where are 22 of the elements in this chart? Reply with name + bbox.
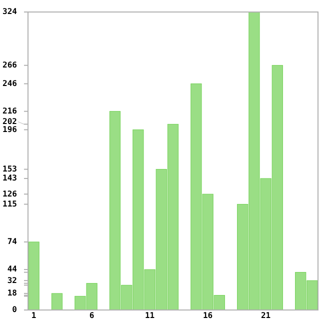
y-tick-label: 153 bbox=[2, 164, 18, 174]
y-tick-label: 266 bbox=[2, 60, 18, 70]
y-tick-label: 246 bbox=[2, 78, 18, 88]
y-tick-label: 44 bbox=[7, 264, 18, 274]
y-tick-label: 0 bbox=[12, 305, 18, 314]
bar bbox=[28, 242, 40, 310]
y-tick-label: 143 bbox=[2, 174, 18, 183]
x-tick-label: 1 bbox=[31, 311, 36, 320]
x-tick-label: 16 bbox=[202, 311, 213, 320]
y-tick-label: 74 bbox=[7, 237, 18, 246]
y-tick-label: 18 bbox=[7, 288, 18, 298]
y-tick-label: 115 bbox=[2, 199, 18, 208]
x-tick-label: 6 bbox=[89, 311, 94, 320]
y-tick-label: 324 bbox=[2, 7, 18, 16]
bar bbox=[51, 293, 63, 310]
x-tick-label: 11 bbox=[144, 311, 155, 320]
y-tick-label: 196 bbox=[2, 124, 18, 134]
y-tick-label: 126 bbox=[2, 189, 18, 198]
y-tick-label: 216 bbox=[2, 106, 18, 116]
x-tick-label: 21 bbox=[260, 311, 271, 320]
y-tick-label: 32 bbox=[7, 276, 18, 285]
y-tick-label: 202 bbox=[2, 116, 18, 126]
